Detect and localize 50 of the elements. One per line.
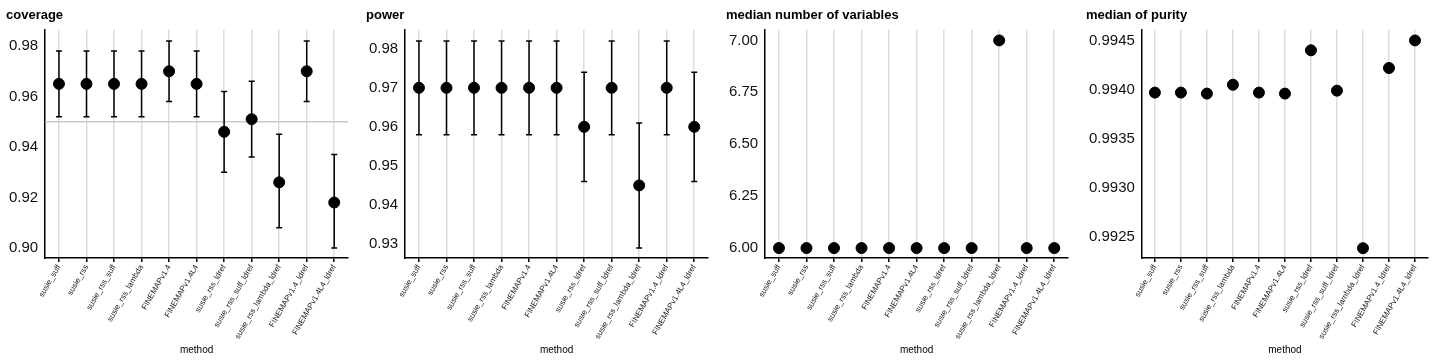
x-axis-title: method [539,343,574,355]
point [495,81,508,94]
point [1226,78,1239,91]
point [1278,87,1291,100]
y-tick-label: 0.94 [368,195,399,213]
y-tick-label: 0.97 [368,77,399,95]
y-tick-label: 0.98 [8,36,39,54]
point [1330,84,1343,97]
x-axis-title: method [1268,343,1302,355]
point [1148,86,1161,99]
point [190,77,203,90]
point [440,81,453,94]
y-tick-label: 6.75 [728,82,759,100]
y-tick-label: 0.92 [8,187,39,205]
y-tick-label: 0.94 [8,137,39,155]
y-tick-label: 6.25 [728,186,759,204]
point [660,81,673,94]
point [1382,62,1395,74]
y-tick-label: 0.9945 [1088,30,1135,48]
y-tick-label: 6.50 [728,134,759,152]
y-tick-label: 7.00 [728,30,759,48]
y-tick-label: 6.00 [728,238,759,256]
point [245,113,258,126]
y-tick-label: 0.93 [368,234,399,252]
point [1356,242,1369,255]
y-tick-label: 0.95 [368,156,399,174]
y-tick-label: 0.90 [8,238,39,256]
point [1200,87,1213,100]
y-tick-label: 0.98 [368,38,399,56]
y-tick-label: 0.9940 [1088,79,1135,97]
chart-title: median of purity [1086,7,1188,23]
x-axis-title: method [179,343,214,355]
point [550,81,563,94]
chart-title: median number of variables [726,7,899,23]
y-tick-label: 0.9930 [1088,178,1135,196]
point [300,65,313,78]
point [1252,86,1265,99]
chart-title: power [366,7,405,23]
point [80,77,93,90]
point [135,77,148,90]
point [1174,86,1187,99]
chart-title: coverage [6,7,64,23]
y-tick-label: 0.96 [368,116,399,134]
y-tick-label: 0.96 [8,86,39,104]
point [1408,34,1421,47]
x-axis-title: method [899,343,934,355]
point [605,81,618,94]
point [1304,44,1317,57]
y-tick-label: 0.9925 [1088,227,1135,245]
y-tick-label: 0.9935 [1088,129,1135,147]
